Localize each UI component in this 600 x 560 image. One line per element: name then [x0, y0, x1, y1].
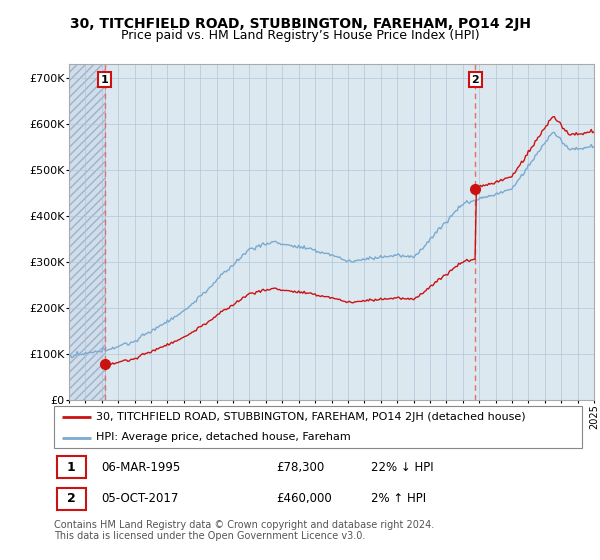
Text: 2% ↑ HPI: 2% ↑ HPI — [371, 492, 426, 505]
Bar — [69, 64, 105, 400]
Text: 2: 2 — [67, 492, 75, 505]
Text: £78,300: £78,300 — [276, 461, 324, 474]
Text: Contains HM Land Registry data © Crown copyright and database right 2024.
This d: Contains HM Land Registry data © Crown c… — [54, 520, 434, 542]
FancyBboxPatch shape — [56, 488, 86, 510]
FancyBboxPatch shape — [54, 406, 582, 448]
Text: 06-MAR-1995: 06-MAR-1995 — [101, 461, 181, 474]
Text: Price paid vs. HM Land Registry’s House Price Index (HPI): Price paid vs. HM Land Registry’s House … — [121, 29, 479, 42]
Text: HPI: Average price, detached house, Fareham: HPI: Average price, detached house, Fare… — [96, 432, 351, 442]
Text: £460,000: £460,000 — [276, 492, 332, 505]
Text: 30, TITCHFIELD ROAD, STUBBINGTON, FAREHAM, PO14 2JH (detached house): 30, TITCHFIELD ROAD, STUBBINGTON, FAREHA… — [96, 412, 526, 422]
Text: 1: 1 — [67, 461, 75, 474]
Text: 05-OCT-2017: 05-OCT-2017 — [101, 492, 179, 505]
Bar — [69, 64, 105, 400]
Text: 2: 2 — [472, 74, 479, 85]
Text: 1: 1 — [101, 74, 109, 85]
Text: 22% ↓ HPI: 22% ↓ HPI — [371, 461, 433, 474]
Text: 30, TITCHFIELD ROAD, STUBBINGTON, FAREHAM, PO14 2JH: 30, TITCHFIELD ROAD, STUBBINGTON, FAREHA… — [70, 17, 530, 31]
FancyBboxPatch shape — [56, 456, 86, 478]
